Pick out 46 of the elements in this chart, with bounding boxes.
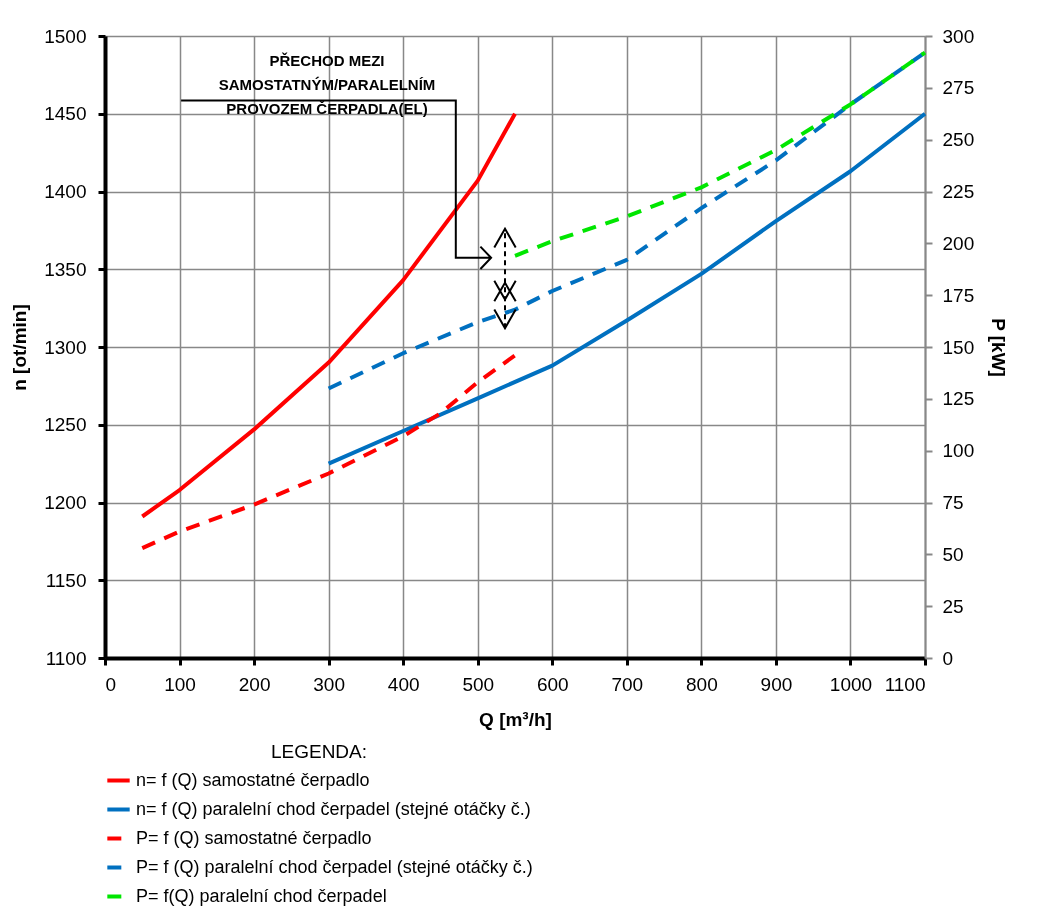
legend-label: P= f(Q) paralelní chod čerpadel xyxy=(136,885,387,906)
y-tick-label: 1350 xyxy=(44,258,87,280)
x-tick-label: 1000 xyxy=(829,673,873,695)
line-series xyxy=(140,353,517,551)
x-tick-label: 300 xyxy=(313,673,345,695)
y2-tick-label: 200 xyxy=(942,232,975,254)
x-tick-label: 500 xyxy=(462,673,495,695)
legend-title: LEGENDA: xyxy=(270,741,368,762)
line-series xyxy=(513,50,927,258)
y2-axis-title: P [kW] xyxy=(988,318,1010,377)
y-tick-label: 1450 xyxy=(44,103,87,125)
x-tick-label: 400 xyxy=(387,673,420,695)
y2-tick-label: 150 xyxy=(942,336,975,358)
legend-label: n= f (Q) paralelní chod čerpadel (stejné otáčky č.) xyxy=(136,798,531,819)
y2-tick-label: 100 xyxy=(942,440,975,462)
y2-tick-label: 275 xyxy=(942,77,975,99)
y2-tick-label: 300 xyxy=(942,25,975,47)
x-axis-title: Q [m³/h] xyxy=(479,708,552,730)
y2-tick-label: 25 xyxy=(942,595,964,617)
x-tick-label: 900 xyxy=(760,673,793,695)
y2-tick-label: 75 xyxy=(942,492,964,513)
x-tick-label: 200 xyxy=(238,673,271,695)
y-tick-label: 1400 xyxy=(44,181,87,202)
legend-label: n= f (Q) samostatné čerpadlo xyxy=(136,769,370,790)
y-tick-label: 1300 xyxy=(44,336,87,358)
y-tick-label: 1100 xyxy=(45,647,87,669)
annotation: PŘECHOD MEZI SAMOSTATNÝM/PARALELNÍM PROVOZEM ČERPADLA(EL) xyxy=(218,52,436,117)
x-tick-label: 700 xyxy=(611,673,644,695)
y-tick-label: 1250 xyxy=(44,414,87,436)
y2-tick-label: 125 xyxy=(942,388,975,410)
x-tick-label: 1100 xyxy=(884,673,926,695)
x-tick-label: 0 xyxy=(105,673,117,695)
y-tick-label: 1500 xyxy=(44,25,87,47)
legend-label: P= f (Q) paralelní chod čerpadel (stejné otáčky č.) xyxy=(136,856,533,877)
y2-tick-label: 250 xyxy=(942,129,975,151)
y-tick-label: 1150 xyxy=(45,569,87,591)
y-tick-label: 1200 xyxy=(44,492,87,513)
y2-tick-label: 50 xyxy=(942,543,964,565)
x-tick-label: 600 xyxy=(536,673,569,695)
y2-tick-label: 175 xyxy=(942,284,975,306)
y2-tick-label: 0 xyxy=(942,647,954,669)
y2-tick-label: 225 xyxy=(942,181,975,202)
x-tick-label: 100 xyxy=(164,673,196,695)
y-axis-title: n [ot/min] xyxy=(9,304,31,391)
legend-label: P= f (Q) samostatné čerpadlo xyxy=(136,827,372,848)
x-tick-label: 800 xyxy=(686,673,718,695)
